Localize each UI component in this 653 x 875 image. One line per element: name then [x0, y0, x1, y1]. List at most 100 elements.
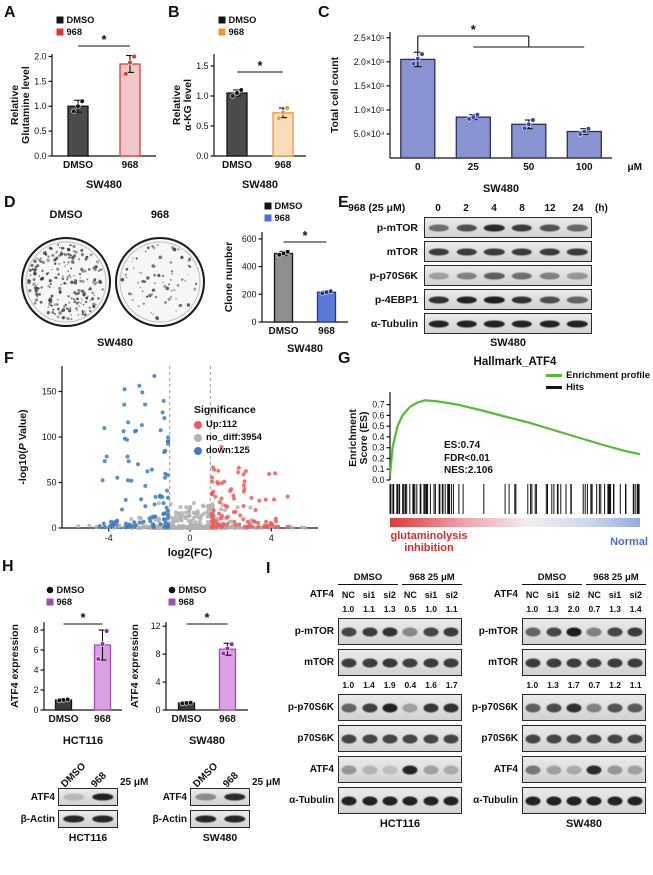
lane-label: si2 — [383, 589, 396, 600]
blot-band — [402, 734, 418, 743]
blot-i-lanes: ATF4 NC si1 si2 NC si1 si2 — [468, 589, 652, 600]
quant-value: 1.4 — [629, 604, 642, 614]
blot-h-lane-labels: DMSO 968 25 μM — [146, 760, 280, 790]
blot-band — [545, 796, 562, 805]
blot-row: p70S6K — [284, 725, 470, 752]
lane-label: si1 — [362, 589, 376, 600]
svg-text:*: * — [302, 228, 308, 243]
blot-band — [586, 658, 602, 667]
blot-band — [456, 296, 477, 303]
blot-band — [539, 248, 560, 255]
svg-text:150: 150 — [42, 386, 57, 396]
blot-band — [627, 703, 643, 712]
svg-text:SW480: SW480 — [189, 735, 225, 747]
blot-band — [606, 703, 623, 712]
condition-header: DMSO — [522, 572, 582, 585]
svg-text:DMSO: DMSO — [57, 585, 85, 595]
blot-box — [190, 810, 250, 828]
blot-band — [566, 296, 588, 303]
quant-value: 1.0 — [425, 604, 437, 614]
chart-svg: 0 200 400 600 DMSO 968 SW480 Clone number DMSO 96… — [223, 201, 348, 355]
volcano-legend: Significance Up:112 no_diff:3954 down:125 — [194, 404, 262, 457]
condition-header: DMSO — [338, 572, 398, 585]
quant-row: 1.0 1.3 1.7 0.7 1.2 1.1 — [468, 680, 652, 690]
svg-text:α-KG level: α-KG level — [182, 79, 194, 131]
svg-text:968: 968 — [229, 27, 245, 37]
svg-text:0.5: 0.5 — [196, 121, 208, 131]
quant-value: 1.7 — [445, 680, 458, 690]
blot-box — [522, 725, 646, 752]
blot-row-label: mTOR — [386, 245, 418, 258]
blot-band — [428, 272, 450, 279]
quant-value: 0.5 — [404, 604, 417, 614]
blot-band — [525, 796, 541, 805]
blot-band — [511, 320, 533, 327]
blot-band — [91, 793, 114, 801]
blot-band — [428, 224, 450, 231]
blot-band — [483, 248, 505, 255]
svg-text:0.0: 0.0 — [372, 475, 384, 485]
svg-text:968: 968 — [275, 213, 291, 223]
blot-band — [456, 248, 477, 255]
blot-row: p-p70S6K — [284, 694, 470, 721]
blot-band — [402, 796, 418, 805]
blot-band — [91, 815, 114, 823]
blot-box — [58, 788, 118, 806]
gsea-legend-item: Enrichment profile — [546, 370, 650, 382]
blot-band — [382, 703, 398, 712]
blot-band — [545, 627, 562, 636]
gsea-stat: NES:2.106 — [444, 465, 493, 476]
treatment-label: 968 (25 μM) — [348, 202, 406, 214]
blot-box — [424, 313, 592, 334]
svg-text:SW480: SW480 — [483, 183, 519, 195]
quant-value: 1.6 — [425, 680, 437, 690]
blot-band — [422, 627, 439, 636]
quant-value: 1.7 — [567, 680, 580, 690]
svg-text:0.5: 0.5 — [34, 126, 46, 136]
blot-band — [627, 765, 643, 774]
svg-text:1.0×10⁵: 1.0×10⁵ — [354, 105, 385, 115]
svg-text:DMSO: DMSO — [67, 15, 95, 25]
colony-formation-images: DMSO 968 SW480 — [12, 204, 218, 354]
blot-band — [511, 248, 533, 255]
blot-band — [361, 703, 378, 712]
sirna-label: ATF4 — [309, 589, 334, 600]
svg-text:968: 968 — [94, 714, 111, 725]
panel-letter-h: H — [2, 558, 14, 575]
gsea-footer-left: glutaminolysis inhibition — [390, 530, 468, 554]
svg-text:968: 968 — [318, 326, 335, 337]
svg-text:1.5×10⁵: 1.5×10⁵ — [354, 81, 385, 91]
blot-band — [62, 793, 85, 801]
svg-text:968: 968 — [57, 597, 73, 607]
quant-value: 0.7 — [588, 680, 601, 690]
svg-text:Relative: Relative — [10, 85, 21, 125]
blot-box — [338, 725, 462, 752]
chart-svg: 0.0 0.5 1.0 1.5 DMSO 968 SW480 Relative α-KG lev… — [171, 15, 306, 191]
chart-akg-level: 0.0 0.5 1.0 1.5 DMSO 968 SW480 Relative α-KG lev… — [171, 8, 312, 192]
blot-band — [566, 765, 582, 774]
blot-row-label: ATF4 — [162, 791, 187, 803]
svg-text:SW480: SW480 — [86, 179, 122, 191]
blot-band — [341, 796, 357, 805]
blot-band — [422, 796, 439, 805]
gsea-stat: ES:0.74 — [444, 440, 481, 451]
blot-band — [606, 658, 623, 667]
blot-band — [566, 224, 588, 231]
blot-band — [402, 627, 418, 636]
panel-letter-i: I — [266, 560, 271, 577]
gsea-stats: ES:0.74 FDR<0.01 NES:2.106 — [444, 440, 493, 478]
blot-band — [586, 734, 602, 743]
blot-band — [566, 703, 582, 712]
blot-row: α-Tubulin — [348, 313, 650, 334]
blot-row: ATF4 — [146, 788, 274, 806]
svg-text:968: 968 — [67, 27, 83, 37]
lane-label: si2 — [629, 589, 642, 600]
panel-letter-a: A — [4, 4, 16, 21]
svg-text:0.2: 0.2 — [372, 454, 384, 464]
quant-value: 1.3 — [547, 604, 559, 614]
lane-label: DMSO — [59, 761, 89, 790]
condition-header: 968 25 μM — [586, 572, 646, 585]
blot-row-label: mTOR — [304, 657, 334, 668]
blot-band — [223, 815, 246, 823]
blot-band — [341, 658, 357, 667]
